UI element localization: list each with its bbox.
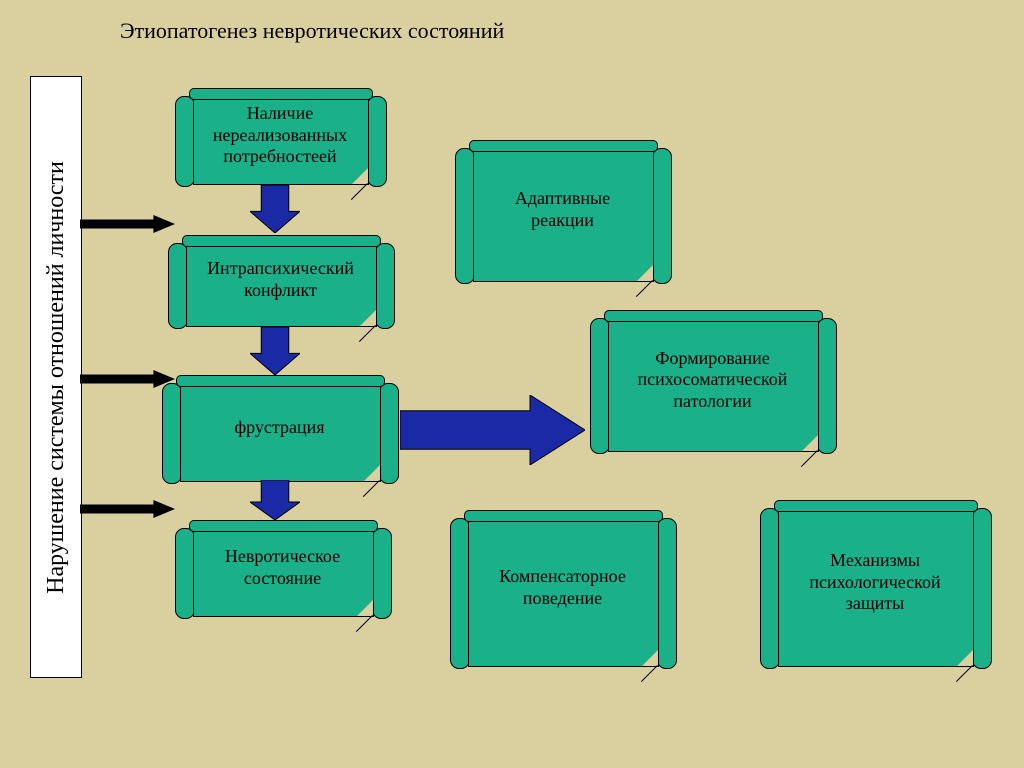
vertical-label-text: Нарушение системы отношений личности xyxy=(43,161,70,594)
arrow-right-icon xyxy=(400,395,585,465)
node-compensatory: Компенсаторноеповедение xyxy=(450,510,675,665)
node-defense-text: Механизмыпсихологическойзащиты xyxy=(787,550,962,615)
node-frustration-text: фрустрация xyxy=(212,417,346,439)
arrow-down-icon xyxy=(250,480,300,520)
node-adaptive: Адаптивныереакции xyxy=(455,140,670,280)
node-conflict: Интрапсихическийконфликт xyxy=(168,235,393,325)
node-neurotic: Невротическоесостояние xyxy=(175,520,390,615)
page-title: Этиопатогенез невротических состояний xyxy=(120,18,504,44)
node-compensatory-text: Компенсаторноеповедение xyxy=(477,566,648,609)
node-adaptive-text: Адаптивныереакции xyxy=(493,188,632,231)
arrow-right-icon xyxy=(80,500,175,518)
node-needs: Наличиенереализованныхпотребностеей xyxy=(175,88,385,183)
node-defense: Механизмыпсихологическойзащиты xyxy=(760,500,990,665)
node-needs-text: Наличиенереализованныхпотребностеей xyxy=(191,103,369,168)
diagram-canvas: Этиопатогенез невротических состояний На… xyxy=(0,0,1024,768)
arrow-down-icon xyxy=(250,185,300,233)
node-psychosomatic: Формированиепсихосоматическойпатологии xyxy=(590,310,835,450)
arrow-right-icon xyxy=(80,370,175,388)
node-neurotic-text: Невротическоесостояние xyxy=(203,546,362,589)
node-frustration: фрустрация xyxy=(162,375,397,480)
node-conflict-text: Интрапсихическийконфликт xyxy=(185,258,376,301)
node-psychosomatic-text: Формированиепсихосоматическойпатологии xyxy=(616,348,810,413)
arrow-right-icon xyxy=(80,215,175,233)
arrow-down-icon xyxy=(250,327,300,375)
vertical-label-box: Нарушение системы отношений личности xyxy=(30,76,82,678)
